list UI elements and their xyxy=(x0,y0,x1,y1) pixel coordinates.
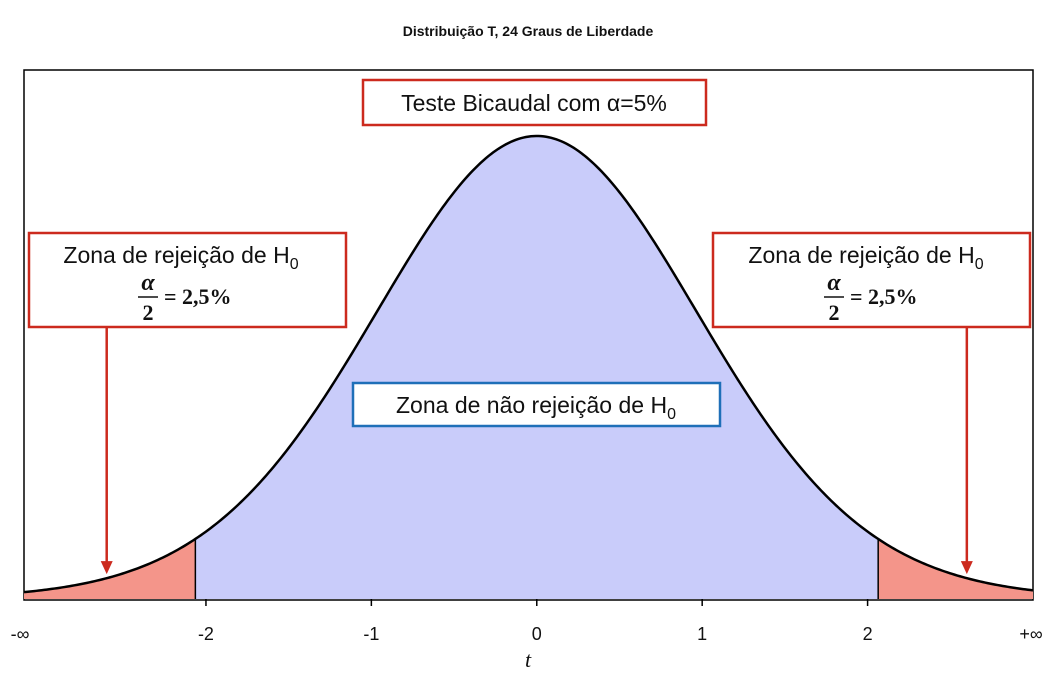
right-rejection-subscript: 0 xyxy=(975,256,984,273)
chart-title: Distribuição T, 24 Graus de Liberdade xyxy=(403,23,654,39)
left-fraction-value: = 2,5% xyxy=(164,284,232,309)
density-curve xyxy=(23,134,1034,594)
non-rejection-subscript: 0 xyxy=(667,406,676,423)
non-rejection-text: Zona de não rejeição de H xyxy=(396,392,667,418)
right-fraction-denominator: 2 xyxy=(829,300,840,325)
left-rejection-frame xyxy=(27,231,348,329)
non-rejection-region xyxy=(195,136,879,599)
left-rejection-title: Zona de rejeição de H0 xyxy=(63,242,298,273)
left-rejection-subscript: 0 xyxy=(290,256,299,273)
left-fraction-numerator: α xyxy=(141,270,155,296)
test-label-text: Teste Bicaudal com α=5% xyxy=(401,90,667,116)
x-axis-label: t xyxy=(525,647,532,672)
non-rejection-box: Zona de não rejeição de H0 xyxy=(351,381,722,428)
left-arrow-head xyxy=(100,561,113,575)
non-rejection-frame xyxy=(351,381,722,428)
left-fraction-denominator: 2 xyxy=(143,300,154,325)
x-tick-label: -2 xyxy=(198,624,214,644)
x-axis-ticks: -∞ -2 -1 0 1 2 +∞ xyxy=(11,599,1043,644)
test-label-frame xyxy=(361,78,708,127)
left-rejection-text: Zona de rejeição de H xyxy=(63,242,289,268)
test-label-box: Teste Bicaudal com α=5% xyxy=(361,78,708,127)
right-rejection-text: Zona de rejeição de H xyxy=(748,242,974,268)
left-rejection-box: Zona de rejeição de H0 α 2 = 2,5% xyxy=(27,231,348,329)
right-fraction-numerator: α xyxy=(827,270,841,296)
x-tick-label: -∞ xyxy=(11,624,30,644)
right-rejection-box: Zona de rejeição de H0 α 2 = 2,5% xyxy=(711,231,1032,329)
x-tick-label: -1 xyxy=(363,624,379,644)
rejection-region-right xyxy=(878,538,1033,599)
non-rejection-title: Zona de não rejeição de H0 xyxy=(396,392,676,423)
x-tick-label: 2 xyxy=(863,624,873,644)
rejection-region-left xyxy=(24,538,196,599)
right-rejection-title: Zona de rejeição de H0 xyxy=(748,242,983,273)
regions-layer xyxy=(24,136,1033,599)
arrows-layer xyxy=(100,327,973,575)
right-arrow-head xyxy=(960,561,973,575)
x-tick-label: 1 xyxy=(697,624,707,644)
right-rejection-frame xyxy=(711,231,1032,329)
x-tick-label: +∞ xyxy=(1019,624,1043,644)
x-tick-label: 0 xyxy=(532,624,542,644)
right-fraction-value: = 2,5% xyxy=(850,284,918,309)
